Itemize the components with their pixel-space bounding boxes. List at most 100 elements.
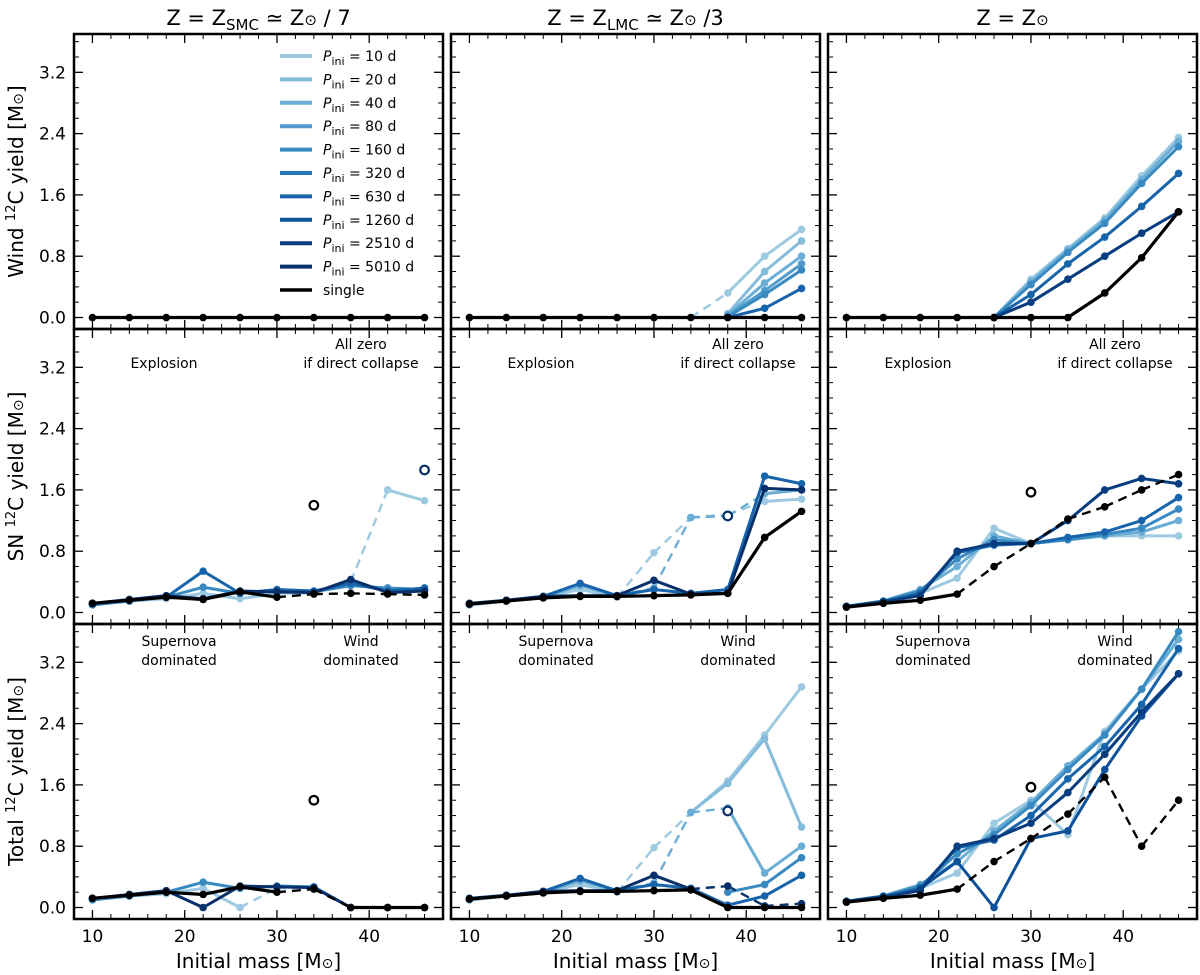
series-segment-P630	[386, 586, 427, 593]
data-point-single	[125, 596, 134, 605]
series-segment-P630	[763, 286, 804, 310]
series-segment-single	[1140, 210, 1181, 260]
annotation-supernova: Supernova	[895, 634, 970, 650]
data-point-P10	[199, 884, 207, 893]
data-point-P160	[723, 888, 732, 896]
annotation-wind-dominated: dominated	[1077, 653, 1152, 669]
series-segment-P630	[726, 894, 767, 907]
data-point-single	[576, 592, 584, 601]
annotation-direct-collapse: if direct collapse	[1057, 356, 1172, 372]
series-segment-P2510	[992, 300, 1033, 320]
legend-entry: Pini = 40 d	[323, 96, 396, 115]
series-segment-single	[763, 509, 804, 540]
x-tick-label: 20	[174, 927, 196, 947]
data-point-single	[1100, 502, 1109, 511]
data-point-P5010	[797, 486, 806, 494]
data-point-single	[383, 903, 392, 912]
series-segment-P160	[992, 804, 1033, 837]
data-point-single	[310, 590, 318, 598]
series-segment-single	[90, 598, 131, 605]
data-point-P1260	[990, 903, 998, 912]
series-segment-P10	[1029, 798, 1070, 837]
series-segment-P630	[1103, 519, 1144, 534]
data-point-P20	[760, 735, 769, 743]
annotation-sn-dominated: dominated	[518, 653, 593, 669]
data-point-P10	[236, 903, 244, 912]
series-segment-single	[956, 565, 995, 596]
data-point-single	[420, 313, 429, 322]
data-point-P630	[797, 284, 806, 293]
y-tick-label: 0.8	[39, 837, 66, 857]
panel-frame	[72, 622, 445, 921]
data-point-P5010	[273, 588, 281, 596]
data-point-single	[879, 599, 888, 608]
data-point-P20	[797, 237, 806, 245]
data-point-P630	[1174, 493, 1183, 502]
series-segment-P630	[275, 588, 316, 593]
series-segment-single	[844, 601, 885, 609]
data-point-P630	[576, 579, 584, 588]
series-segment-P40	[1029, 764, 1070, 805]
data-point-single	[842, 603, 851, 611]
legend-entry: Pini = 80 d	[323, 119, 396, 138]
series-segment-single	[1030, 518, 1069, 545]
data-point-P630	[1064, 533, 1072, 542]
data-point-P5010	[650, 871, 658, 880]
series-segment-P40	[726, 281, 767, 317]
data-point-single	[760, 533, 769, 542]
data-point-single	[797, 313, 806, 322]
series-segment-single	[541, 889, 582, 895]
data-point-single	[1100, 773, 1109, 782]
series-segment-single	[993, 837, 1032, 863]
data-point-P5010	[723, 882, 732, 890]
y-tick-label: 3.2	[39, 653, 66, 673]
legend-entry: Pini = 5010 d	[323, 260, 414, 279]
series-segment-single	[238, 590, 279, 599]
x-tick-label: 40	[1112, 927, 1134, 947]
data-point-P160	[1137, 685, 1146, 693]
series-segment-P1260	[992, 837, 1033, 910]
series-segment-P10	[763, 227, 804, 258]
series-segment-P5010	[764, 902, 802, 908]
series-segment-P5010	[386, 589, 427, 595]
annotation-all-zero: All zero	[712, 337, 764, 353]
data-point-P10	[650, 843, 658, 852]
legend-entry: Pini = 160 d	[323, 143, 405, 162]
data-point-single	[465, 313, 474, 322]
annotation-direct-collapse: if direct collapse	[680, 356, 795, 372]
data-point-P160	[1137, 179, 1146, 188]
x-tick-label: 10	[836, 927, 858, 947]
series-segment-single	[201, 885, 242, 897]
series-segment-single	[956, 860, 995, 891]
data-point-P40	[760, 279, 769, 287]
data-point-single	[465, 895, 474, 903]
series-segment-P5010	[690, 884, 728, 891]
data-point-P2510	[1100, 486, 1109, 494]
series-segment-P40	[726, 806, 767, 875]
x-tick-label: 30	[266, 927, 288, 947]
data-point-single	[990, 562, 998, 571]
data-point-P10	[1174, 532, 1183, 540]
series-segment-P5010	[312, 578, 353, 595]
data-point-P1260	[1100, 765, 1109, 774]
data-point-P10	[953, 869, 961, 877]
series-segment-P630	[541, 581, 582, 598]
data-point-single	[613, 313, 621, 322]
series-segment-P20	[726, 737, 767, 785]
series-segment-P10	[1103, 174, 1144, 220]
data-point-P10	[650, 548, 658, 557]
data-point-single	[1137, 253, 1146, 262]
series-segment-single	[844, 896, 885, 904]
data-point-single	[576, 313, 584, 322]
open-marker	[308, 499, 320, 511]
annotation-explosion: Explosion	[130, 356, 197, 372]
series-segment-P10	[1066, 729, 1107, 837]
series-segment-single	[238, 885, 279, 894]
series-segment-P2510	[881, 594, 922, 604]
data-point-P630	[1064, 774, 1072, 783]
data-point-single	[346, 313, 355, 322]
panel-frame	[826, 622, 1199, 921]
data-point-single	[650, 886, 658, 895]
data-point-P40	[687, 513, 695, 522]
